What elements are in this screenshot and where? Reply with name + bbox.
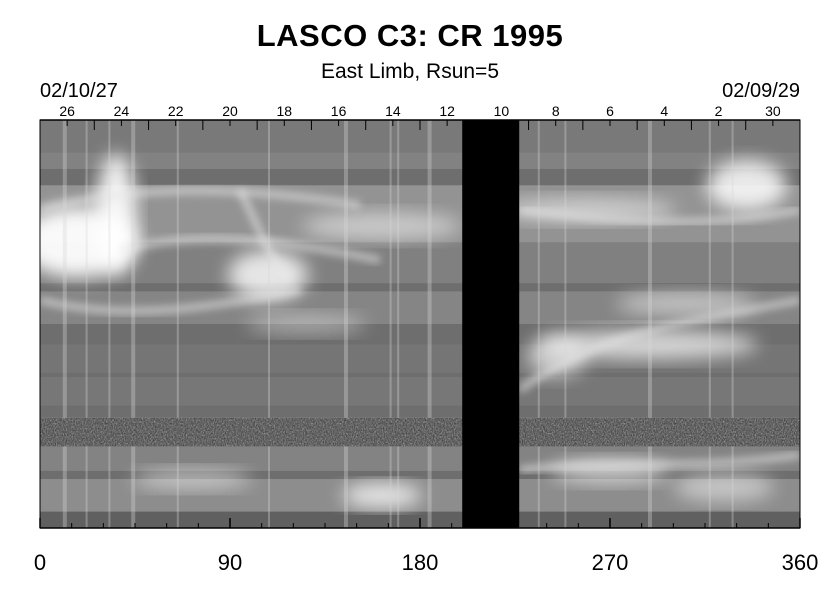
data-gap: [462, 120, 520, 528]
top-day-label: 18: [276, 103, 292, 119]
bright-streamer: [706, 160, 787, 211]
top-day-label: 20: [222, 103, 238, 119]
cme-streak: [85, 120, 88, 528]
cme-streak: [397, 120, 400, 528]
cme-streak: [108, 120, 111, 528]
cme-streak: [176, 120, 179, 528]
x-tick-label: 270: [592, 550, 629, 575]
chart-subtitle: East Limb, Rsun=5: [320, 60, 499, 83]
chart-title: LASCO C3: CR 1995: [256, 18, 564, 53]
top-day-label: 14: [385, 103, 401, 119]
cme-streak: [564, 120, 567, 528]
cme-streak: [344, 120, 348, 528]
streamer-arc: [517, 296, 800, 394]
top-day-label: 24: [114, 103, 130, 119]
cme-streak: [708, 120, 711, 528]
bright-streamer: [302, 212, 462, 241]
top-day-label: 26: [59, 103, 75, 119]
cme-streak: [131, 120, 136, 528]
streamer-arc: [519, 451, 800, 474]
x-tick-label: 180: [402, 550, 439, 575]
streamer-arc: [40, 186, 361, 214]
streamer-arc: [40, 286, 301, 315]
top-day-label: 22: [168, 103, 184, 119]
top-day-label: 16: [331, 103, 347, 119]
streamer-arc: [119, 235, 381, 264]
bright-streamer: [132, 469, 252, 490]
top-day-label: 10: [494, 103, 510, 119]
streamer-arc: [519, 206, 800, 226]
bright-streamer: [526, 336, 587, 377]
x-tick-label: 360: [782, 550, 819, 575]
bright-streamer: [246, 314, 366, 334]
top-day-label: 6: [606, 103, 614, 119]
cme-streak: [268, 120, 270, 528]
end-date-label: 02/09/29: [722, 80, 800, 102]
top-day-label: 30: [765, 103, 781, 119]
cme-streak: [731, 120, 734, 528]
cme-streak: [648, 120, 652, 528]
streamer-band: [40, 242, 800, 284]
cme-streak: [427, 120, 432, 528]
bright-streamer: [96, 153, 136, 274]
top-day-label: 12: [439, 103, 455, 119]
bright-streamer: [616, 291, 756, 316]
bright-streamer: [342, 483, 422, 508]
top-day-label: 2: [715, 103, 723, 119]
bright-streamer: [674, 473, 774, 502]
cme-streak: [537, 120, 540, 528]
bright-streamer: [228, 250, 308, 301]
x-tick-label: 90: [218, 550, 242, 575]
start-date-label: 02/10/27: [40, 80, 118, 102]
top-day-label: 8: [552, 103, 560, 119]
cme-streak: [62, 120, 67, 528]
x-tick-label: 0: [34, 550, 46, 575]
cme-streak: [389, 120, 392, 528]
streamer-band: [40, 377, 800, 406]
noise-band: [40, 417, 800, 447]
streamer-band: [40, 152, 800, 169]
top-day-label: 4: [660, 103, 668, 119]
